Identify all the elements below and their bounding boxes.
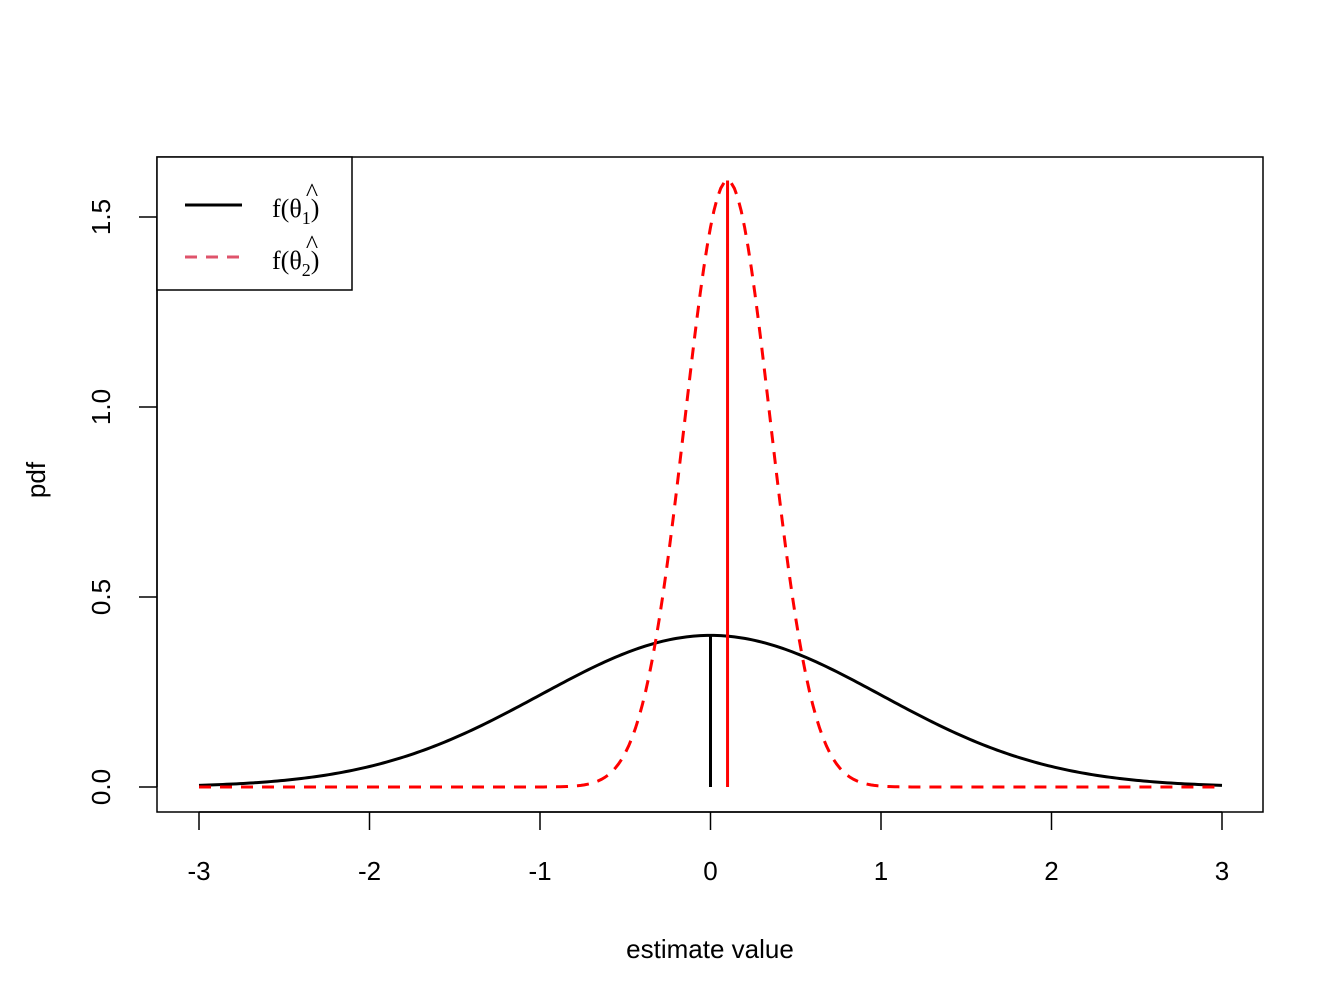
y-tick-label: 0.5 [86,579,116,615]
y-axis: 0.0 0.5 1.0 1.5 [86,199,158,805]
legend-label-2: f(θ2) [272,246,319,280]
y-tick-label: 0.0 [86,769,116,805]
series-line-2 [199,178,1222,789]
y-axis-title: pdf [21,461,51,498]
x-tick-label: -3 [187,856,210,886]
x-tick-label: 3 [1215,856,1229,886]
y-tick-label: 1.0 [86,389,116,425]
x-axis: -3 -2 -1 0 1 2 3 [187,811,1229,886]
x-tick-label: -1 [528,856,551,886]
legend-hat-2: ^ [306,230,318,259]
x-tick-label: 0 [703,856,717,886]
legend-label-1: f(θ1) [272,194,319,228]
x-tick-label: -2 [358,856,381,886]
legend-hat-1: ^ [306,178,318,207]
x-axis-title: estimate value [626,934,794,964]
x-tick-label: 2 [1044,856,1058,886]
legend-box [156,156,353,291]
legend: f(θ1)^f(θ2)^ [156,156,353,291]
y-tick-label: 1.5 [86,199,116,235]
x-tick-label: 1 [874,856,888,886]
density-curves [198,178,1223,789]
